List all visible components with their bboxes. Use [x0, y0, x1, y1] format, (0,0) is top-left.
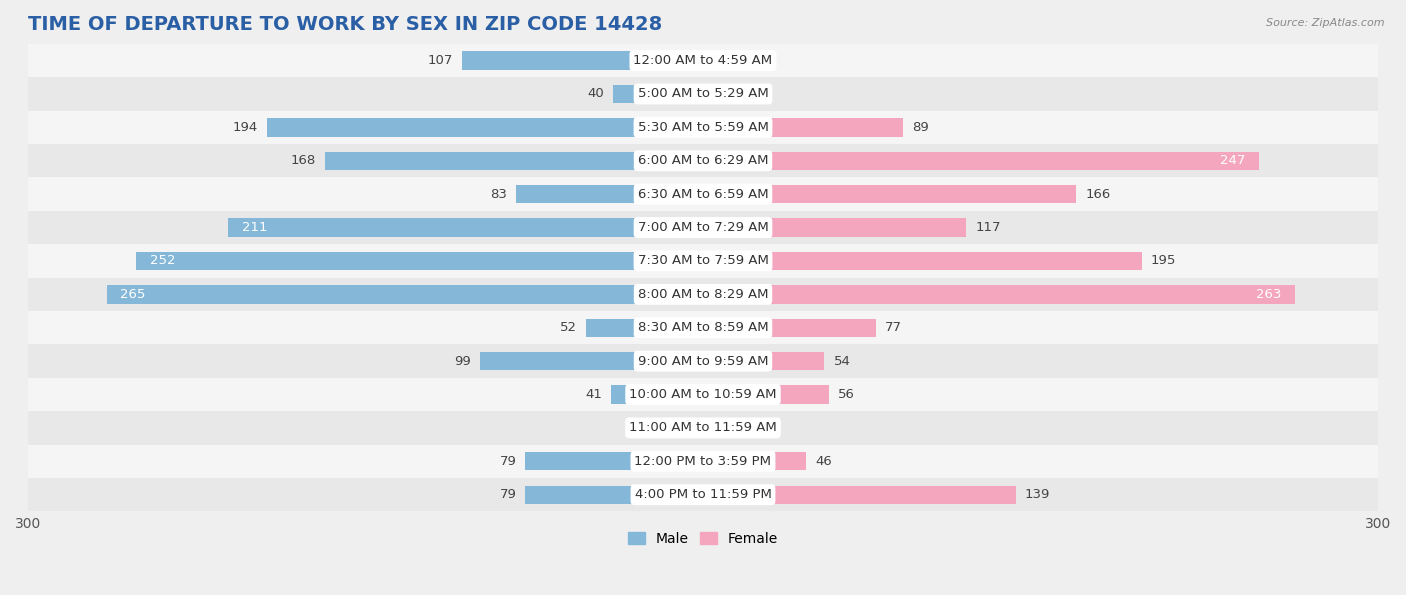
Bar	[28, 211, 1378, 244]
Text: 56: 56	[838, 388, 855, 401]
Text: 6:30 AM to 6:59 AM: 6:30 AM to 6:59 AM	[638, 187, 768, 201]
Text: 19: 19	[755, 54, 772, 67]
Bar	[703, 352, 824, 370]
Text: Source: ZipAtlas.com: Source: ZipAtlas.com	[1267, 18, 1385, 28]
Text: 5:00 AM to 5:29 AM: 5:00 AM to 5:29 AM	[638, 87, 768, 101]
Text: 12:00 PM to 3:59 PM: 12:00 PM to 3:59 PM	[634, 455, 772, 468]
Text: 195: 195	[1150, 255, 1175, 267]
Bar	[28, 44, 1378, 77]
Text: 6:00 AM to 6:29 AM: 6:00 AM to 6:29 AM	[638, 154, 768, 167]
Text: 5: 5	[723, 87, 731, 101]
Bar	[703, 118, 903, 136]
Text: 0: 0	[711, 421, 720, 434]
Bar	[28, 345, 1378, 378]
Text: 89: 89	[912, 121, 929, 134]
Bar	[481, 352, 703, 370]
Bar	[28, 177, 1378, 211]
Text: 7:00 AM to 7:29 AM: 7:00 AM to 7:29 AM	[638, 221, 768, 234]
Bar	[516, 185, 703, 203]
Text: 10:00 AM to 10:59 AM: 10:00 AM to 10:59 AM	[630, 388, 776, 401]
Bar	[136, 252, 703, 270]
Text: 4:00 PM to 11:59 PM: 4:00 PM to 11:59 PM	[634, 488, 772, 501]
Bar	[28, 144, 1378, 177]
Text: 194: 194	[232, 121, 257, 134]
Bar	[703, 252, 1142, 270]
Text: 211: 211	[242, 221, 267, 234]
Bar	[703, 85, 714, 103]
Legend: Male, Female: Male, Female	[623, 526, 783, 551]
Text: 77: 77	[886, 321, 903, 334]
Bar	[526, 486, 703, 504]
Text: TIME OF DEPARTURE TO WORK BY SEX IN ZIP CODE 14428: TIME OF DEPARTURE TO WORK BY SEX IN ZIP …	[28, 15, 662, 34]
Bar	[703, 152, 1258, 170]
Bar	[28, 378, 1378, 411]
Bar	[28, 411, 1378, 444]
Text: 54: 54	[834, 355, 851, 368]
Text: 79: 79	[499, 488, 516, 501]
Text: 83: 83	[491, 187, 508, 201]
Bar	[28, 478, 1378, 511]
Bar	[28, 278, 1378, 311]
Text: 52: 52	[560, 321, 576, 334]
Text: 168: 168	[291, 154, 316, 167]
Bar	[28, 244, 1378, 278]
Text: 252: 252	[149, 255, 176, 267]
Bar	[28, 111, 1378, 144]
Bar	[586, 318, 703, 337]
Text: 139: 139	[1025, 488, 1050, 501]
Bar	[666, 419, 703, 437]
Text: 7:30 AM to 7:59 AM: 7:30 AM to 7:59 AM	[637, 255, 769, 267]
Bar	[613, 85, 703, 103]
Bar	[703, 486, 1015, 504]
Bar	[526, 452, 703, 471]
Bar	[703, 285, 1295, 303]
Text: 16: 16	[641, 421, 658, 434]
Text: 41: 41	[585, 388, 602, 401]
Bar	[463, 51, 703, 70]
Bar	[610, 386, 703, 403]
Bar	[703, 185, 1077, 203]
Bar	[703, 318, 876, 337]
Text: 117: 117	[976, 221, 1001, 234]
Text: 79: 79	[499, 455, 516, 468]
Bar	[325, 152, 703, 170]
Bar	[267, 118, 703, 136]
Bar	[703, 452, 807, 471]
Text: 11:00 AM to 11:59 AM: 11:00 AM to 11:59 AM	[628, 421, 778, 434]
Text: 263: 263	[1256, 288, 1281, 301]
Bar	[28, 311, 1378, 345]
Text: 46: 46	[815, 455, 832, 468]
Bar	[228, 218, 703, 237]
Text: 247: 247	[1220, 154, 1246, 167]
Bar	[703, 386, 830, 403]
Bar	[28, 444, 1378, 478]
Text: 5:30 AM to 5:59 AM: 5:30 AM to 5:59 AM	[637, 121, 769, 134]
Text: 12:00 AM to 4:59 AM: 12:00 AM to 4:59 AM	[634, 54, 772, 67]
Text: 107: 107	[427, 54, 453, 67]
Text: 8:30 AM to 8:59 AM: 8:30 AM to 8:59 AM	[638, 321, 768, 334]
Text: 40: 40	[588, 87, 605, 101]
Bar	[28, 77, 1378, 111]
Bar	[703, 51, 745, 70]
Bar	[107, 285, 703, 303]
Text: 8:00 AM to 8:29 AM: 8:00 AM to 8:29 AM	[638, 288, 768, 301]
Text: 166: 166	[1085, 187, 1111, 201]
Text: 9:00 AM to 9:59 AM: 9:00 AM to 9:59 AM	[638, 355, 768, 368]
Text: 99: 99	[454, 355, 471, 368]
Bar	[703, 218, 966, 237]
Text: 265: 265	[121, 288, 146, 301]
